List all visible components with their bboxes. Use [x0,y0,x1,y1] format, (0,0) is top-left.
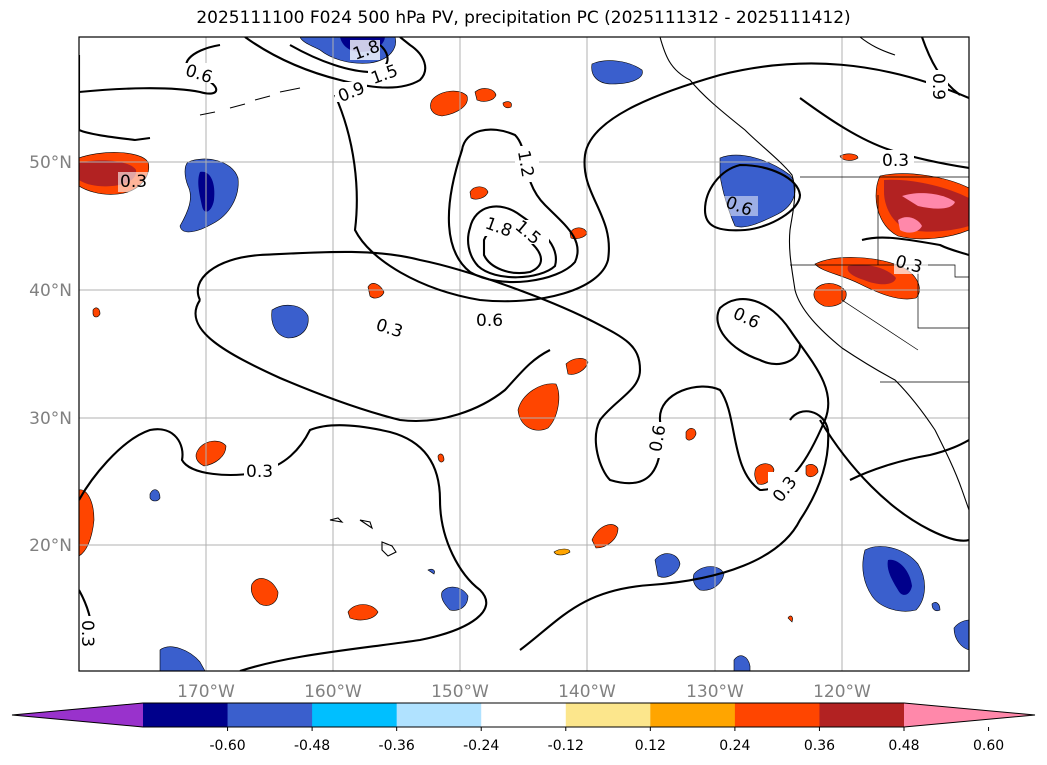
contour-label: 0.3 [120,172,147,192]
lon-label-160w: 160°W [304,682,362,702]
latitude-labels: 50°N 40°N 30°N 20°N [29,153,72,556]
colorbar-tick-label: 0.12 [635,738,666,754]
colorbar-tick-label: -0.24 [463,738,499,754]
coastlines [199,37,969,557]
colorbar-bin [734,703,820,727]
lon-label-120w: 120°W [813,682,871,702]
contour-labels: 0.6 1.8 1.5 0.9 1.2 1.8 1.5 0.6 0.3 0.3 … [77,37,948,652]
lat-label-50n: 50°N [29,153,72,173]
colorbar-bin [650,703,736,727]
contour-label: 0.9 [928,73,948,100]
colorbar-tick-label: -0.12 [548,738,584,754]
colorbar-bin [143,703,229,727]
gridlines [79,37,969,671]
colorbar-tick-label: 0.60 [973,738,1004,754]
contour-label: 0.3 [246,462,273,482]
lat-label-40n: 40°N [29,281,72,301]
colorbar-outline [11,702,1036,728]
lon-label-130w: 130°W [686,682,744,702]
map-title: 2025111100 F024 500 hPa PV, precipitatio… [196,8,851,28]
colorbar-extend-low [12,703,143,727]
lon-label-170w: 170°W [177,682,235,702]
map-panel: 0.6 1.8 1.5 0.9 1.2 1.8 1.5 0.6 0.3 0.3 … [77,37,969,671]
lat-label-30n: 30°N [29,409,72,429]
lon-label-150w: 150°W [431,682,489,702]
contour-label: 0.3 [882,151,909,171]
colorbar-tick-label: 0.24 [719,738,750,754]
contour-label: 1.2 [513,149,537,179]
colorbar-tick-label: -0.36 [379,738,415,754]
map-frame [78,36,970,672]
colorbar-bin [227,703,313,727]
contour-label: 0.3 [77,620,97,647]
contour-label: 0.6 [476,311,503,331]
colorbar-tick-label: -0.60 [209,738,245,754]
lat-label-20n: 20°N [29,536,72,556]
colorbar-bin [396,703,482,727]
colorbar-extend-high [904,703,1035,727]
colorbar-tick-label: 0.36 [804,738,835,754]
colorbar-bin [312,703,398,727]
colorbar-bin [481,703,567,727]
colorbar-bin [565,703,651,727]
lon-label-140w: 140°W [558,682,616,702]
colorbar-tick-label: -0.48 [294,738,330,754]
colorbar: -0.60 -0.48 -0.36 -0.24 -0.12 0.12 0.24 0.36 0.4… [11,702,1036,754]
contour-label: 0.6 [646,423,670,453]
colorbar-tick-label: 0.48 [888,738,919,754]
longitude-labels: 170°W 160°W 150°W 140°W 130°W 120°W [177,682,871,702]
borders [790,176,969,383]
colorbar-bin [819,703,905,727]
